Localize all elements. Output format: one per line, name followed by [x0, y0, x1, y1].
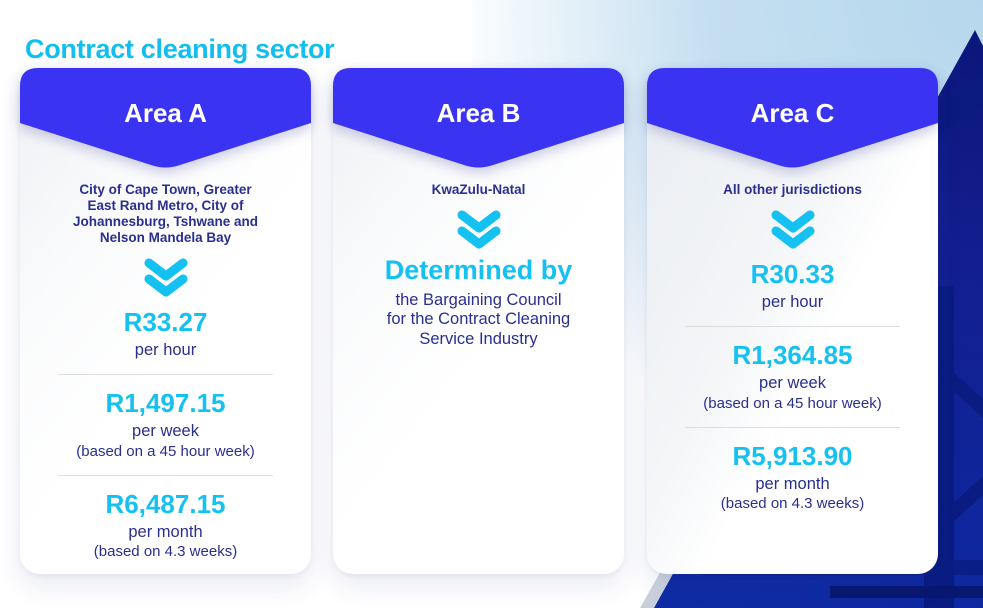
rate-period: per hour — [134, 340, 197, 359]
divider — [57, 374, 274, 376]
ribbon-header: Area B — [333, 68, 624, 168]
rate-period: per month — [128, 522, 203, 541]
ribbon-shape — [333, 68, 624, 168]
card-area-c: Area C All other jurisdictions R30.33 pe… — [647, 68, 938, 574]
rate-block: R30.33 per hour — [647, 258, 938, 313]
divider — [684, 426, 901, 428]
rate-block: R1,497.15 per week (based on a 45 hour w… — [20, 388, 311, 461]
ribbon-shape — [20, 68, 311, 168]
rate-amount: R33.27 — [123, 306, 208, 337]
double-chevron-down-icon — [771, 210, 814, 249]
determined-by-body: the Bargaining Council for the Contract … — [386, 290, 571, 349]
ribbon-shape — [647, 68, 938, 168]
rate-period: per week — [759, 374, 826, 393]
rate-amount: R5,913.90 — [732, 440, 853, 471]
determined-by-headline: Determined by — [384, 254, 573, 285]
rate-amount: R6,487.15 — [105, 488, 226, 519]
scaffold-beam — [830, 586, 983, 598]
jurisdiction-text: All other jurisdictions — [723, 182, 862, 197]
rate-note: (based on 4.3 weeks) — [93, 543, 238, 561]
area-label: Area B — [436, 98, 521, 128]
area-label: Area A — [124, 98, 207, 128]
rate-block: R6,487.15 per month (based on 4.3 weeks) — [20, 488, 311, 562]
rate-period: per hour — [761, 292, 824, 311]
rate-note: (based on 4.3 weeks) — [720, 495, 865, 513]
rate-block: R5,913.90 per month (based on 4.3 weeks) — [647, 440, 938, 514]
rate-period: per week — [132, 422, 199, 441]
rate-amount: R1,364.85 — [732, 340, 853, 371]
rate-period: per month — [755, 474, 830, 493]
ribbon-header: Area A — [20, 68, 311, 168]
card-area-a: Area A City of Cape Town, Greater East R… — [20, 68, 311, 574]
rate-block: R1,364.85 per week (based on a 45 hour w… — [647, 341, 938, 413]
double-chevron-down-icon — [457, 210, 500, 249]
page-title: Contract cleaning sector — [25, 34, 335, 65]
jurisdiction-text: KwaZulu-Natal — [431, 182, 526, 197]
rate-note: (based on a 45 hour week) — [76, 442, 255, 460]
jurisdiction-text: City of Cape Town, Greater East Rand Met… — [72, 182, 259, 245]
ribbon-header: Area C — [647, 68, 938, 168]
rate-amount: R1,497.15 — [105, 388, 226, 419]
rate-block: R33.27 per hour — [20, 306, 311, 361]
divider — [57, 474, 274, 476]
rate-amount: R30.33 — [750, 258, 835, 289]
rate-note: (based on a 45 hour week) — [703, 394, 882, 412]
double-chevron-down-icon — [144, 258, 187, 297]
divider — [684, 326, 901, 328]
card-area-b: Area B KwaZulu-Natal Determined by the B… — [333, 68, 624, 574]
area-label: Area C — [750, 98, 835, 128]
